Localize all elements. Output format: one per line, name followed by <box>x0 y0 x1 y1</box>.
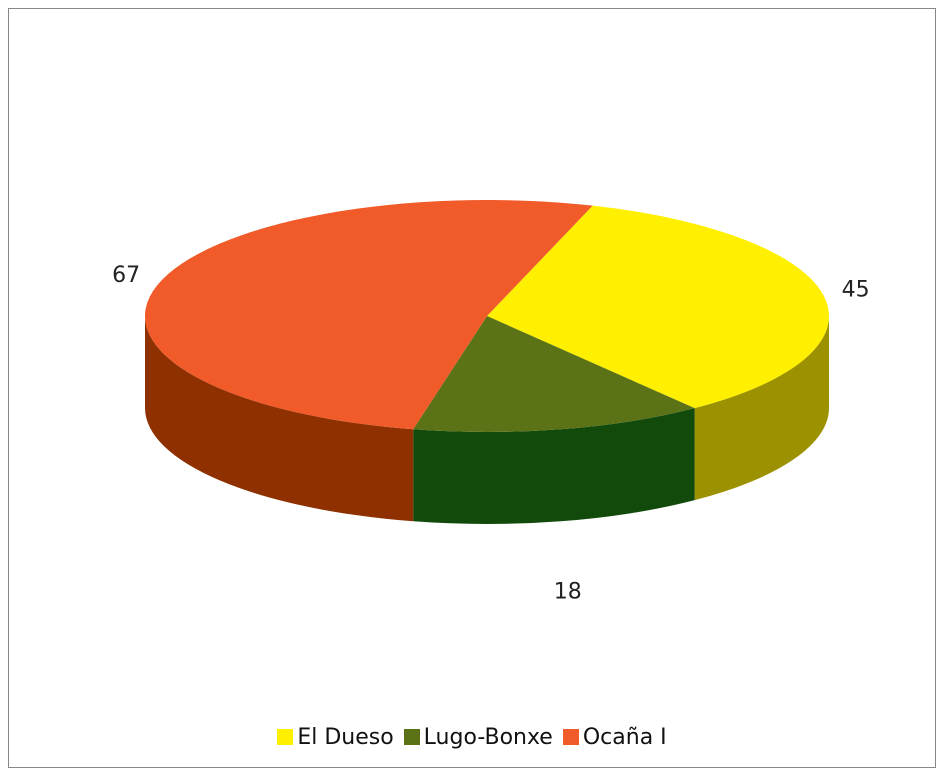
legend-swatch-el-dueso <box>277 729 294 745</box>
pie-data-labels: 45 18 67 <box>112 263 870 604</box>
legend-swatch-lugo-bonxe <box>403 729 420 745</box>
pie-tops <box>144 199 829 432</box>
legend-item-ocana-i: Ocaña I <box>562 724 667 750</box>
legend-label-el-dueso: El Dueso <box>297 724 394 750</box>
legend: El Dueso Lugo-Bonxe Ocaña I <box>0 722 944 752</box>
legend-label-lugo-bonxe: Lugo-Bonxe <box>423 724 553 750</box>
legend-label-ocana-i: Ocaña I <box>582 724 667 750</box>
legend-item-lugo-bonxe: Lugo-Bonxe <box>403 724 553 750</box>
legend-item-el-dueso: El Dueso <box>277 724 394 750</box>
pie-slice-el-dueso <box>487 205 829 409</box>
pie-side-lugo-bonxe <box>413 408 695 524</box>
data-label-el-dueso: 45 <box>842 277 870 302</box>
pie-side-el-dueso <box>694 316 829 501</box>
data-label-ocana-i: 67 <box>112 263 140 288</box>
pie-side-ocana-i <box>145 316 414 522</box>
pie-sides <box>145 316 829 524</box>
pie-slice-ocana-i <box>144 199 593 430</box>
data-label-lugo-bonxe: 18 <box>554 579 582 604</box>
pie-slice-lugo-bonxe <box>413 316 695 432</box>
legend-swatch-ocana-i <box>562 729 579 745</box>
